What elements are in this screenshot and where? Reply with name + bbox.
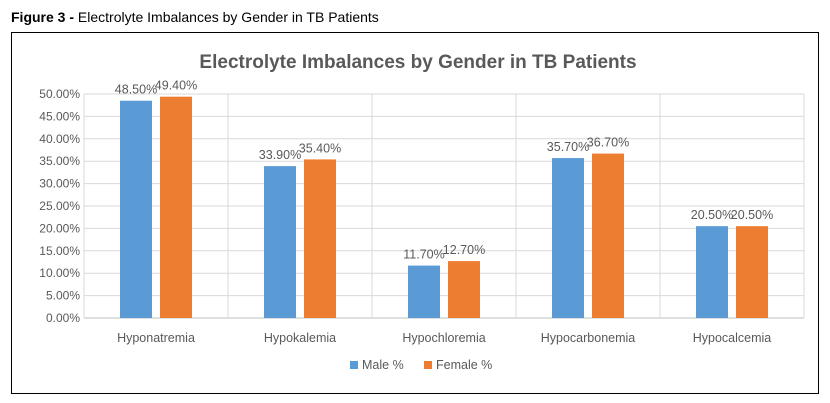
y-tick-label: 50.00% xyxy=(39,87,80,101)
data-label: 49.40% xyxy=(155,79,197,93)
bar-female xyxy=(592,153,624,318)
data-label: 35.40% xyxy=(299,141,341,155)
legend-swatch xyxy=(350,361,358,369)
data-label: 36.70% xyxy=(587,136,629,150)
bar-female xyxy=(448,261,480,318)
data-labels: 48.50%49.40% 33.90%35.40% 11.70%12.70% 35.7… xyxy=(115,79,773,262)
bar-female xyxy=(160,96,192,318)
chart-title: Electrolyte Imbalances by Gender in TB P… xyxy=(199,52,636,73)
y-axis-ticks: 0.00% 5.00% 10.00% 15.00% 20.00% 25.00% 30.00%… xyxy=(39,87,80,325)
data-label: 33.90% xyxy=(259,148,301,162)
y-tick-label: 45.00% xyxy=(39,109,80,123)
data-label: 12.70% xyxy=(443,243,485,257)
y-tick-label: 20.00% xyxy=(39,221,80,235)
data-label: 11.70% xyxy=(403,248,444,262)
y-tick-label: 0.00% xyxy=(46,311,80,325)
legend-swatch xyxy=(424,361,432,369)
category-label: Hypocarbonemia xyxy=(541,331,636,345)
data-label: 48.50% xyxy=(115,83,157,97)
y-tick-label: 35.00% xyxy=(39,154,80,168)
category-labels: Hyponatremia Hypokalemia Hypochloremia Hypo… xyxy=(117,331,771,345)
category-label: Hypokalemia xyxy=(264,331,336,345)
figure-caption-label: Figure 3 - xyxy=(11,9,75,25)
legend: Male % Female % xyxy=(350,358,492,372)
category-label: Hyponatremia xyxy=(117,331,195,345)
bar-male xyxy=(552,158,584,318)
legend-label: Male % xyxy=(362,358,404,372)
bar-male xyxy=(120,100,152,318)
y-tick-label: 10.00% xyxy=(39,266,80,280)
legend-label: Female % xyxy=(436,358,492,372)
bar-male xyxy=(696,226,728,318)
bar-chart: Electrolyte Imbalances by Gender in TB P… xyxy=(39,52,805,372)
y-tick-label: 15.00% xyxy=(39,244,80,258)
y-tick-label: 25.00% xyxy=(39,199,80,213)
bar-male xyxy=(264,166,296,318)
chart-frame: Electrolyte Imbalances by Gender in TB P… xyxy=(11,32,819,394)
bar-male xyxy=(408,265,440,318)
data-label: 35.70% xyxy=(547,140,589,154)
category-label: Hypochloremia xyxy=(402,331,485,345)
gridlines xyxy=(83,93,805,319)
data-label: 20.50% xyxy=(731,208,773,222)
figure-caption-text: Electrolyte Imbalances by Gender in TB P… xyxy=(74,9,379,25)
data-label: 20.50% xyxy=(691,208,733,222)
category-label: Hypocalcemia xyxy=(693,331,772,345)
y-tick-label: 5.00% xyxy=(46,289,80,303)
bar-female xyxy=(304,159,336,318)
y-tick-label: 40.00% xyxy=(39,132,80,146)
bars xyxy=(120,96,768,318)
bar-female xyxy=(736,226,768,318)
y-tick-label: 30.00% xyxy=(39,177,80,191)
figure-caption: Figure 3 - Electrolyte Imbalances by Gen… xyxy=(11,9,379,25)
